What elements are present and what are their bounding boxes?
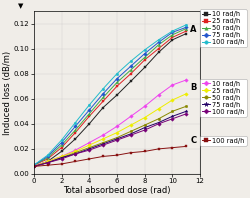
Text: A: A: [190, 25, 197, 34]
Text: C: C: [190, 136, 196, 145]
Legend: 100 rad/h: 100 rad/h: [200, 136, 246, 146]
Text: ▼: ▼: [18, 3, 23, 9]
Text: B: B: [190, 84, 197, 92]
Y-axis label: Induced loss (dB/m): Induced loss (dB/m): [4, 50, 13, 135]
X-axis label: Total absorbed dose (rad): Total absorbed dose (rad): [63, 186, 171, 194]
